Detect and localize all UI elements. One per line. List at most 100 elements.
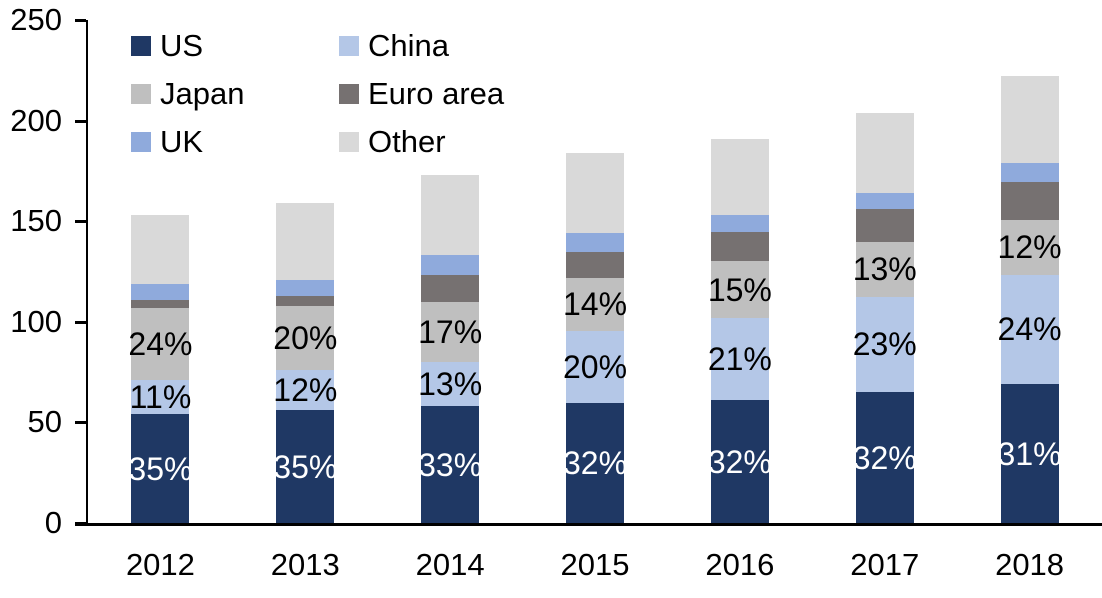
segment-label-china-2017: 23% bbox=[852, 326, 917, 363]
bar-segment-euro-area-2018 bbox=[1000, 181, 1059, 221]
legend-item-china: China bbox=[339, 28, 504, 64]
segment-label-us-2017: 32% bbox=[852, 439, 917, 476]
bar-segment-japan-2015: 14% bbox=[562, 277, 628, 331]
bar-segment-euro-area-2013 bbox=[276, 295, 335, 306]
legend-item-us: US bbox=[131, 28, 339, 64]
y-axis-tick-label: 200 bbox=[10, 102, 62, 138]
legend-swatch-uk bbox=[131, 132, 151, 152]
bar-segment-japan-2017: 13% bbox=[852, 242, 917, 297]
bar-segment-china-2018: 24% bbox=[997, 274, 1062, 385]
bar-segment-china-2012: 11% bbox=[129, 379, 192, 416]
bar-segment-us-2012: 35% bbox=[128, 414, 193, 523]
segment-label-china-2018: 24% bbox=[997, 311, 1062, 348]
segment-label-japan-2012: 24% bbox=[128, 325, 193, 362]
segment-label-china-2016: 21% bbox=[707, 341, 772, 377]
x-category-label-2015: 2015 bbox=[560, 547, 630, 582]
bar-segment-other-2013 bbox=[276, 203, 335, 280]
bar-segment-china-2013: 12% bbox=[273, 370, 338, 411]
bar-segment-uk-2014 bbox=[421, 255, 480, 275]
bar-segment-china-2015: 20% bbox=[562, 330, 628, 404]
bar-segment-us-2014: 33% bbox=[418, 406, 483, 523]
x-category-label-2013: 2013 bbox=[270, 547, 340, 582]
legend-swatch-japan bbox=[131, 84, 151, 104]
bar-segment-japan-2013: 20% bbox=[273, 305, 338, 371]
legend-item-japan: Japan bbox=[131, 76, 339, 112]
segment-label-china-2015: 20% bbox=[562, 349, 628, 386]
segment-label-japan-2018: 12% bbox=[997, 229, 1062, 266]
bar-segment-euro-area-2016 bbox=[710, 232, 769, 262]
bar-segment-japan-2012: 24% bbox=[128, 307, 193, 381]
y-axis-tick-label: 50 bbox=[27, 404, 62, 440]
chart-legend: US China Japan Euro area UK Other bbox=[131, 22, 504, 166]
segment-label-us-2015: 32% bbox=[562, 445, 628, 482]
y-axis-tick-label: 0 bbox=[44, 505, 62, 540]
bar-segment-euro-area-2015 bbox=[566, 252, 624, 278]
bar-segment-japan-2014: 17% bbox=[418, 301, 483, 363]
segment-label-china-2013: 12% bbox=[273, 372, 338, 409]
bar-segment-other-2018 bbox=[1000, 76, 1059, 163]
segment-label-japan-2015: 14% bbox=[562, 286, 628, 323]
legend-label-us: US bbox=[160, 28, 204, 63]
y-axis-tick bbox=[75, 421, 86, 425]
x-category-label-2018: 2018 bbox=[995, 547, 1065, 582]
x-category-label-2012: 2012 bbox=[125, 547, 195, 582]
segment-label-japan-2017: 13% bbox=[852, 251, 917, 288]
bar-segment-china-2014: 13% bbox=[418, 362, 483, 407]
y-axis-tick bbox=[75, 320, 86, 324]
legend-swatch-other bbox=[339, 132, 359, 152]
bar-segment-us-2018: 31% bbox=[997, 384, 1062, 523]
bar-segment-other-2015 bbox=[566, 152, 624, 234]
segment-label-japan-2013: 20% bbox=[273, 319, 338, 356]
segment-label-us-2016: 32% bbox=[707, 443, 772, 480]
legend-item-other: Other bbox=[339, 124, 504, 160]
y-axis-tick bbox=[75, 220, 86, 224]
bar-segment-other-2016 bbox=[710, 138, 769, 216]
bar-segment-japan-2018: 12% bbox=[997, 220, 1062, 275]
segment-label-china-2012: 11% bbox=[129, 379, 192, 416]
x-category-label-2016: 2016 bbox=[705, 547, 775, 582]
y-axis-tick-label: 100 bbox=[10, 303, 62, 339]
segment-label-japan-2014: 17% bbox=[418, 313, 483, 350]
bar-segment-uk-2015 bbox=[566, 233, 624, 253]
bar-segment-euro-area-2012 bbox=[131, 299, 190, 308]
bar-segment-uk-2018 bbox=[1000, 162, 1059, 182]
y-axis-tick-label: 150 bbox=[10, 203, 62, 239]
legend-label-uk: UK bbox=[160, 124, 204, 159]
bar-segment-uk-2012 bbox=[131, 283, 190, 300]
legend-label-other: Other bbox=[368, 124, 446, 159]
segment-label-us-2012: 35% bbox=[128, 450, 193, 487]
segment-label-japan-2016: 15% bbox=[707, 271, 772, 308]
bar-segment-us-2015: 32% bbox=[562, 403, 628, 523]
bar-segment-uk-2016 bbox=[710, 215, 769, 233]
y-axis-line bbox=[86, 20, 88, 526]
legend-label-china: China bbox=[368, 28, 449, 63]
bar-segment-us-2017: 32% bbox=[852, 392, 917, 523]
segment-label-us-2014: 33% bbox=[418, 446, 483, 483]
legend-label-japan: Japan bbox=[160, 76, 245, 111]
bar-segment-uk-2017 bbox=[855, 193, 914, 210]
bar-segment-us-2016: 32% bbox=[707, 400, 772, 523]
segment-label-china-2014: 13% bbox=[418, 366, 483, 403]
y-axis-tick bbox=[75, 19, 86, 22]
bar-segment-other-2017 bbox=[855, 112, 914, 194]
bar-segment-uk-2013 bbox=[276, 279, 335, 296]
segment-label-us-2013: 35% bbox=[273, 448, 338, 485]
bar-segment-japan-2016: 15% bbox=[707, 261, 772, 318]
segment-label-us-2018: 31% bbox=[997, 435, 1062, 472]
bar-segment-us-2013: 35% bbox=[273, 410, 338, 523]
legend-swatch-euro-area bbox=[339, 84, 359, 104]
legend-label-euro-area: Euro area bbox=[368, 76, 505, 111]
x-axis-line bbox=[75, 523, 1102, 526]
bar-segment-euro-area-2014 bbox=[421, 274, 480, 302]
legend-swatch-us bbox=[131, 36, 151, 56]
bar-segment-other-2012 bbox=[131, 215, 190, 284]
legend-item-uk: UK bbox=[131, 124, 339, 160]
bar-segment-china-2016: 21% bbox=[707, 317, 772, 401]
legend-item-euro-area: Euro area bbox=[339, 76, 504, 112]
y-axis-tick bbox=[75, 119, 86, 123]
y-axis-tick-label: 250 bbox=[10, 2, 62, 37]
x-category-label-2017: 2017 bbox=[850, 547, 920, 582]
bar-segment-euro-area-2017 bbox=[855, 209, 914, 243]
